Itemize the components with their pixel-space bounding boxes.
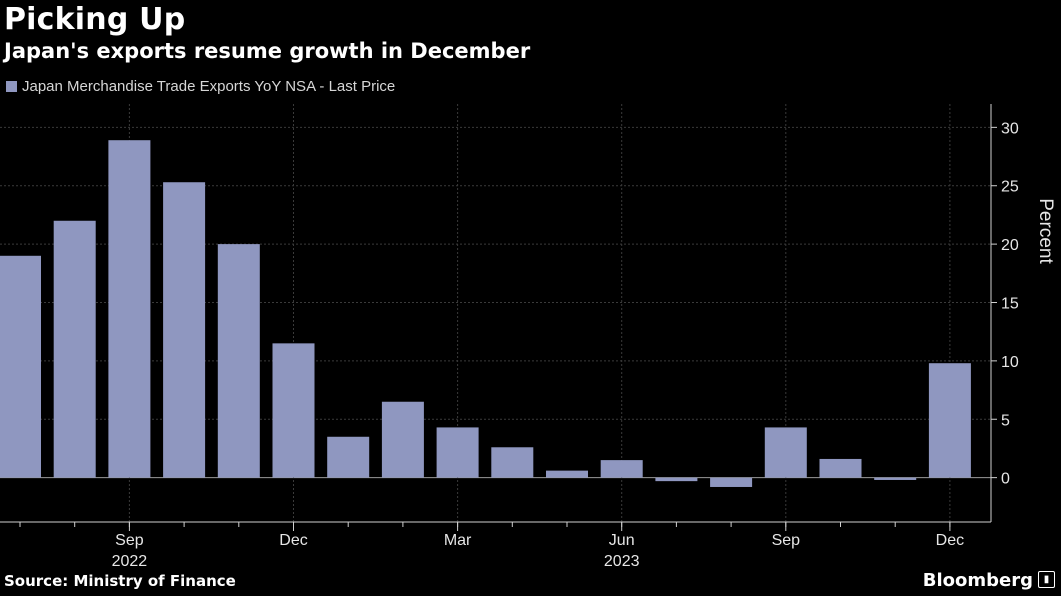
bar <box>491 447 534 478</box>
x-tick-label: Sep <box>115 532 144 549</box>
x-year-label: 2023 <box>604 553 640 566</box>
bar <box>764 427 807 478</box>
bar <box>436 427 479 478</box>
bar <box>381 401 424 478</box>
bar <box>163 182 206 478</box>
bar <box>710 477 753 487</box>
y-tick-label: 30 <box>1001 120 1019 137</box>
bloomberg-icon: ▮ <box>1038 571 1055 588</box>
y-tick-label: 20 <box>1001 237 1019 254</box>
bar <box>874 477 917 480</box>
bar <box>546 470 588 478</box>
chart-title: Picking Up <box>4 2 186 37</box>
y-tick-label: 0 <box>1001 471 1010 488</box>
legend: Japan Merchandise Trade Exports YoY NSA … <box>6 78 395 95</box>
legend-label: Japan Merchandise Trade Exports YoY NSA … <box>22 78 396 95</box>
x-tick-label: Jun <box>609 532 635 549</box>
x-tick-label: Mar <box>444 532 472 549</box>
bar <box>600 460 643 478</box>
source-note: Source: Ministry of Finance <box>4 572 236 590</box>
chart-subtitle: Japan's exports resume growth in Decembe… <box>4 39 531 63</box>
bar <box>0 255 41 478</box>
bar <box>272 343 315 478</box>
y-tick-label: 25 <box>1001 179 1019 196</box>
bar <box>928 363 971 478</box>
y-tick-label: 15 <box>1001 295 1019 312</box>
bar <box>327 436 370 478</box>
x-tick-label: Dec <box>936 532 964 549</box>
y-tick-label: 5 <box>1001 412 1010 429</box>
bar <box>53 220 96 478</box>
bar-chart: 0 5 10 15 20 25 30 Sep Dec Mar Jun Sep Dec 2022 2023 Pe… <box>0 104 1056 566</box>
x-tick-label: Sep <box>772 532 801 549</box>
legend-swatch <box>6 81 17 92</box>
bar <box>819 458 862 478</box>
y-axis-label: Percent <box>1035 198 1056 264</box>
bar-layer <box>0 140 971 487</box>
bar <box>655 477 698 482</box>
x-year-label: 2022 <box>112 553 148 566</box>
y-tick-label: 10 <box>1001 354 1019 371</box>
bar <box>217 244 260 478</box>
bar <box>108 140 151 478</box>
axis-layer: 0 5 10 15 20 25 30 Sep Dec Mar Jun Sep Dec 2022 2023 Pe… <box>0 104 1056 566</box>
x-tick-label: Dec <box>279 532 307 549</box>
brand-logo: Bloomberg <box>922 570 1033 591</box>
